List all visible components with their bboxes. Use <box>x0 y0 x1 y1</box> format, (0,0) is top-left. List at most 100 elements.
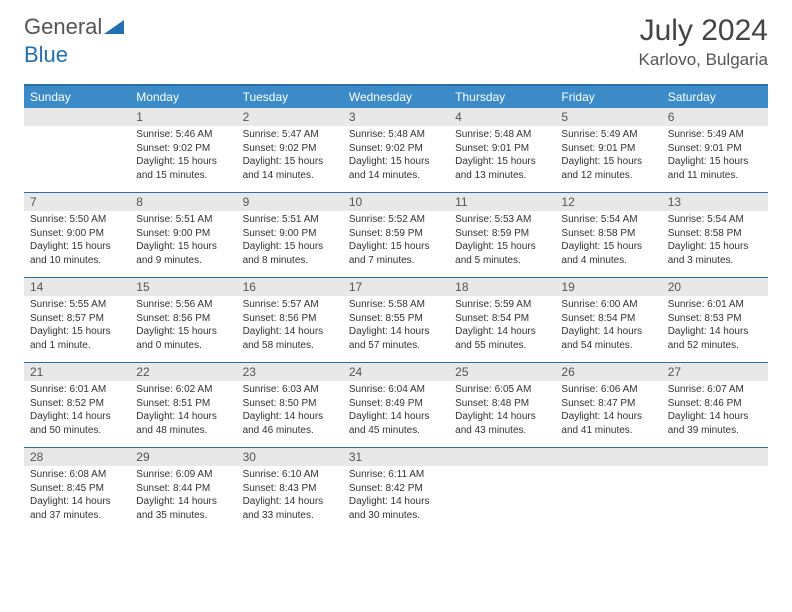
day-header-row: Sunday Monday Tuesday Wednesday Thursday… <box>24 86 768 108</box>
day-number: 6 <box>662 108 768 126</box>
day-detail: Sunrise: 5:55 AM Sunset: 8:57 PM Dayligh… <box>24 296 130 362</box>
day-detail: Sunrise: 5:54 AM Sunset: 8:58 PM Dayligh… <box>662 211 768 277</box>
day-detail: Sunrise: 6:07 AM Sunset: 8:46 PM Dayligh… <box>662 381 768 447</box>
day-number: 18 <box>449 278 555 296</box>
day-detail: Sunrise: 5:57 AM Sunset: 8:56 PM Dayligh… <box>237 296 343 362</box>
day-number-row: 28293031 <box>24 448 768 466</box>
day-number: 5 <box>555 108 661 126</box>
day-detail <box>449 466 555 532</box>
day-number: 20 <box>662 278 768 296</box>
day-number: 22 <box>130 363 236 381</box>
day-detail: Sunrise: 5:52 AM Sunset: 8:59 PM Dayligh… <box>343 211 449 277</box>
day-detail: Sunrise: 5:56 AM Sunset: 8:56 PM Dayligh… <box>130 296 236 362</box>
day-detail: Sunrise: 5:46 AM Sunset: 9:02 PM Dayligh… <box>130 126 236 192</box>
day-number: 8 <box>130 193 236 211</box>
day-header-wed: Wednesday <box>343 86 449 108</box>
logo-triangle-icon <box>104 18 124 36</box>
location-label: Karlovo, Bulgaria <box>639 50 768 70</box>
day-detail: Sunrise: 5:48 AM Sunset: 9:02 PM Dayligh… <box>343 126 449 192</box>
day-number: 1 <box>130 108 236 126</box>
day-detail-row: Sunrise: 6:01 AM Sunset: 8:52 PM Dayligh… <box>24 381 768 447</box>
day-number: 11 <box>449 193 555 211</box>
header: General July 2024 Karlovo, Bulgaria <box>0 0 792 76</box>
day-number-row: 14151617181920 <box>24 278 768 296</box>
day-number <box>24 108 130 126</box>
day-detail: Sunrise: 5:47 AM Sunset: 9:02 PM Dayligh… <box>237 126 343 192</box>
day-detail: Sunrise: 5:49 AM Sunset: 9:01 PM Dayligh… <box>662 126 768 192</box>
month-title: July 2024 <box>639 14 768 48</box>
day-number: 4 <box>449 108 555 126</box>
day-detail: Sunrise: 6:05 AM Sunset: 8:48 PM Dayligh… <box>449 381 555 447</box>
week-block: 123456Sunrise: 5:46 AM Sunset: 9:02 PM D… <box>24 108 768 192</box>
title-block: July 2024 Karlovo, Bulgaria <box>639 14 768 70</box>
day-number-row: 123456 <box>24 108 768 126</box>
day-detail: Sunrise: 5:51 AM Sunset: 9:00 PM Dayligh… <box>237 211 343 277</box>
day-detail: Sunrise: 5:49 AM Sunset: 9:01 PM Dayligh… <box>555 126 661 192</box>
day-detail-row: Sunrise: 5:55 AM Sunset: 8:57 PM Dayligh… <box>24 296 768 362</box>
day-header-fri: Friday <box>555 86 661 108</box>
day-number <box>449 448 555 466</box>
day-detail: Sunrise: 5:50 AM Sunset: 9:00 PM Dayligh… <box>24 211 130 277</box>
day-number-row: 21222324252627 <box>24 363 768 381</box>
day-number: 21 <box>24 363 130 381</box>
day-header-sat: Saturday <box>662 86 768 108</box>
day-detail: Sunrise: 6:04 AM Sunset: 8:49 PM Dayligh… <box>343 381 449 447</box>
day-detail: Sunrise: 6:01 AM Sunset: 8:52 PM Dayligh… <box>24 381 130 447</box>
day-detail-row: Sunrise: 5:50 AM Sunset: 9:00 PM Dayligh… <box>24 211 768 277</box>
day-detail: Sunrise: 6:00 AM Sunset: 8:54 PM Dayligh… <box>555 296 661 362</box>
day-number: 17 <box>343 278 449 296</box>
day-header-thu: Thursday <box>449 86 555 108</box>
day-detail <box>662 466 768 532</box>
day-detail: Sunrise: 5:59 AM Sunset: 8:54 PM Dayligh… <box>449 296 555 362</box>
day-header-tue: Tuesday <box>237 86 343 108</box>
day-number: 29 <box>130 448 236 466</box>
day-detail: Sunrise: 5:54 AM Sunset: 8:58 PM Dayligh… <box>555 211 661 277</box>
week-block: 78910111213Sunrise: 5:50 AM Sunset: 9:00… <box>24 192 768 277</box>
day-number <box>555 448 661 466</box>
day-number: 12 <box>555 193 661 211</box>
day-number: 19 <box>555 278 661 296</box>
day-detail: Sunrise: 6:08 AM Sunset: 8:45 PM Dayligh… <box>24 466 130 532</box>
day-detail: Sunrise: 6:10 AM Sunset: 8:43 PM Dayligh… <box>237 466 343 532</box>
day-number: 14 <box>24 278 130 296</box>
day-number: 25 <box>449 363 555 381</box>
logo-text-1: General <box>24 14 102 40</box>
logo-text-2: Blue <box>24 42 68 68</box>
day-detail: Sunrise: 6:01 AM Sunset: 8:53 PM Dayligh… <box>662 296 768 362</box>
day-detail-row: Sunrise: 5:46 AM Sunset: 9:02 PM Dayligh… <box>24 126 768 192</box>
day-number: 3 <box>343 108 449 126</box>
day-detail <box>555 466 661 532</box>
day-detail: Sunrise: 5:48 AM Sunset: 9:01 PM Dayligh… <box>449 126 555 192</box>
day-number: 2 <box>237 108 343 126</box>
day-number: 24 <box>343 363 449 381</box>
week-block: 28293031Sunrise: 6:08 AM Sunset: 8:45 PM… <box>24 447 768 532</box>
calendar: Sunday Monday Tuesday Wednesday Thursday… <box>24 84 768 532</box>
day-number: 10 <box>343 193 449 211</box>
day-number: 9 <box>237 193 343 211</box>
day-number <box>662 448 768 466</box>
day-number: 15 <box>130 278 236 296</box>
day-number: 27 <box>662 363 768 381</box>
day-number: 30 <box>237 448 343 466</box>
weeks-container: 123456Sunrise: 5:46 AM Sunset: 9:02 PM D… <box>24 108 768 532</box>
day-number: 26 <box>555 363 661 381</box>
day-detail-row: Sunrise: 6:08 AM Sunset: 8:45 PM Dayligh… <box>24 466 768 532</box>
day-header-sun: Sunday <box>24 86 130 108</box>
day-detail <box>24 126 130 192</box>
day-detail: Sunrise: 5:53 AM Sunset: 8:59 PM Dayligh… <box>449 211 555 277</box>
day-number-row: 78910111213 <box>24 193 768 211</box>
day-number: 13 <box>662 193 768 211</box>
day-detail: Sunrise: 5:58 AM Sunset: 8:55 PM Dayligh… <box>343 296 449 362</box>
day-detail: Sunrise: 5:51 AM Sunset: 9:00 PM Dayligh… <box>130 211 236 277</box>
day-detail: Sunrise: 6:09 AM Sunset: 8:44 PM Dayligh… <box>130 466 236 532</box>
day-number: 23 <box>237 363 343 381</box>
day-detail: Sunrise: 6:03 AM Sunset: 8:50 PM Dayligh… <box>237 381 343 447</box>
day-number: 7 <box>24 193 130 211</box>
day-detail: Sunrise: 6:02 AM Sunset: 8:51 PM Dayligh… <box>130 381 236 447</box>
day-number: 31 <box>343 448 449 466</box>
day-number: 28 <box>24 448 130 466</box>
week-block: 21222324252627Sunrise: 6:01 AM Sunset: 8… <box>24 362 768 447</box>
day-detail: Sunrise: 6:06 AM Sunset: 8:47 PM Dayligh… <box>555 381 661 447</box>
logo: General <box>24 14 124 40</box>
day-header-mon: Monday <box>130 86 236 108</box>
